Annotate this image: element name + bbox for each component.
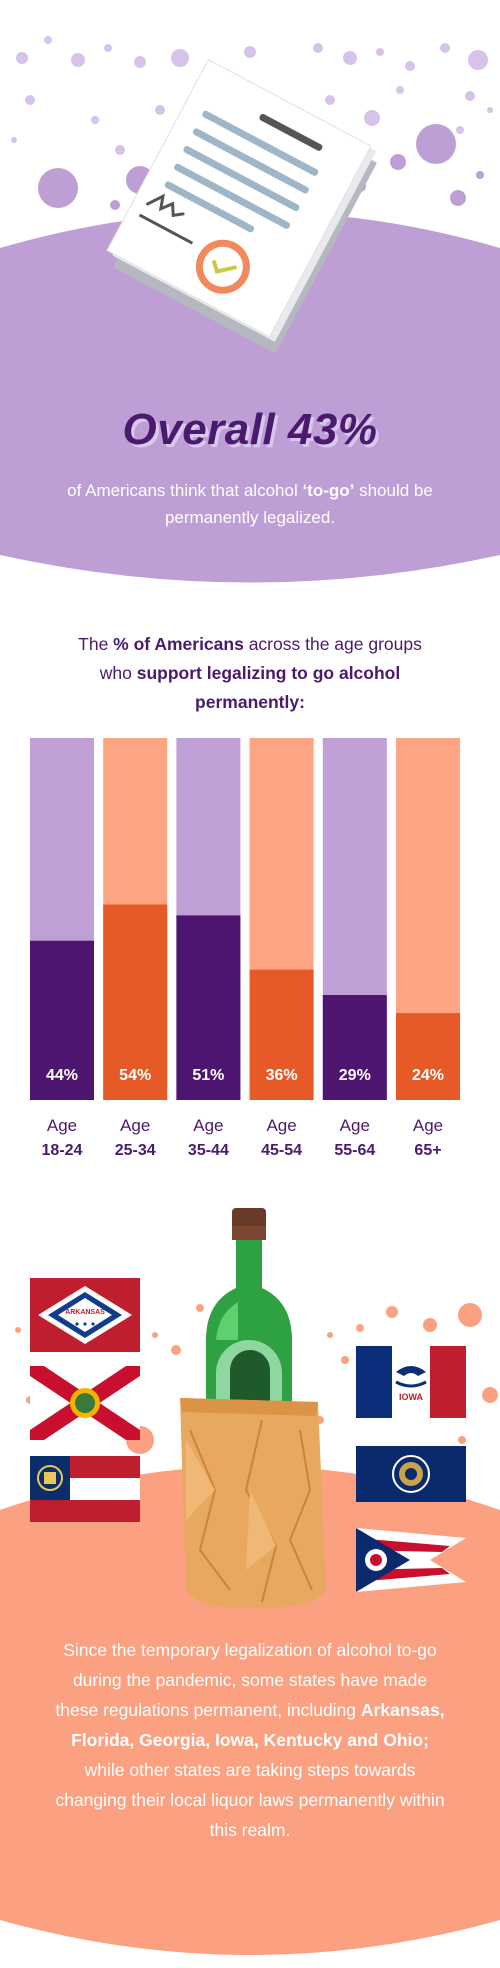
bar (322, 995, 387, 1100)
bar (103, 904, 168, 1100)
bar-value-label: 51% (192, 1067, 224, 1084)
bar-value-label: 44% (46, 1067, 78, 1084)
states-illustration: ARKANSAS IOWA (0, 1208, 500, 1955)
bar (30, 940, 94, 1100)
confetti-dots-large (38, 124, 484, 210)
x-tick-range: 55-64 (334, 1142, 376, 1159)
x-tick-prefix: Age (412, 1116, 444, 1135)
arkansas-flag-text: ARKANSAS (65, 1309, 105, 1316)
states-paragraph: Since the temporary legalization of alco… (55, 1640, 445, 1840)
document-icon (106, 59, 377, 354)
headline: Overall 43% (122, 405, 378, 454)
bar (176, 915, 241, 1100)
header-illustration (0, 36, 500, 583)
header-blob (0, 211, 500, 583)
x-tick-label: Age 35-44 (175, 1115, 241, 1165)
headline-subtext: of Americans think that alcohol ‘to-go’ … (67, 481, 433, 527)
bar (249, 969, 314, 1100)
iowa-flag-text: IOWA (399, 1392, 423, 1402)
arkansas-flag-icon: ARKANSAS (30, 1278, 140, 1352)
ohio-flag-icon (356, 1528, 466, 1592)
bar (396, 1013, 460, 1100)
iowa-flag-icon: IOWA (356, 1346, 466, 1418)
bar-value-label: 54% (119, 1067, 151, 1084)
bar-value-label: 36% (266, 1067, 298, 1084)
x-tick-range: 18-24 (41, 1142, 83, 1159)
x-tick-label: Age 45-54 (249, 1115, 315, 1165)
chart-title: The % of Americans across the age groups… (78, 634, 422, 712)
x-tick-label: Age 25-34 (102, 1115, 168, 1165)
x-tick-prefix: Age (266, 1116, 297, 1135)
x-tick-range: 35-44 (187, 1142, 229, 1159)
x-tick-prefix: Age (46, 1116, 78, 1135)
x-tick-label: Age 18-24 (29, 1115, 95, 1165)
kentucky-flag-icon (356, 1446, 466, 1502)
georgia-flag-icon (30, 1456, 140, 1522)
x-tick-range: 65+ (414, 1142, 442, 1159)
x-tick-range: 25-34 (114, 1142, 156, 1159)
x-tick-prefix: Age (120, 1116, 151, 1135)
florida-flag-icon (30, 1366, 140, 1440)
bar-value-label: 24% (412, 1067, 444, 1084)
x-tick-label: Age 55-64 (322, 1115, 388, 1165)
x-tick-prefix: Age (193, 1116, 224, 1135)
paper-bag-icon (180, 1398, 326, 1609)
x-tick-label: Age 65+ (395, 1115, 461, 1165)
x-tick-range: 45-54 (261, 1142, 303, 1159)
bar-value-label: 29% (339, 1067, 371, 1084)
x-tick-prefix: Age (339, 1116, 370, 1135)
age-bar-chart: 44% 54% 51% 36% 29% 24% (30, 738, 460, 1100)
